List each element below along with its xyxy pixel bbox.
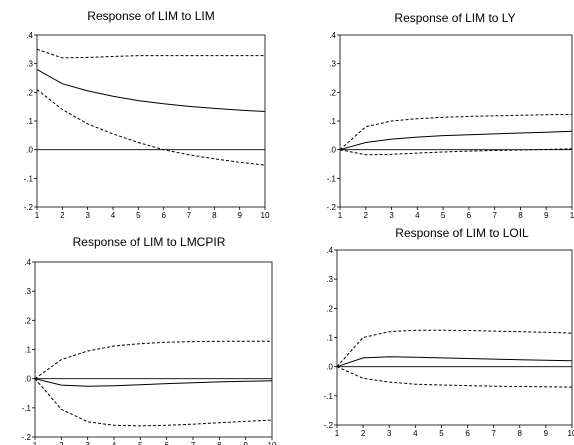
- y-tick-label: .1: [329, 117, 336, 126]
- panel-lim-to-ly: Response of LIM to LY .4.3.2.1.0-.1-.21 2…: [327, 11, 574, 220]
- y-tick-label: .4: [326, 246, 333, 255]
- x-tick-label: 2: [59, 441, 64, 445]
- lower-band-line: [336, 366, 573, 388]
- panel-lim-to-lmcpir: Response of LIM to LMCPIR .4 .3 .2 .1 .0 -.1 -…: [22, 235, 277, 445]
- plot-frame: [336, 249, 573, 426]
- y-tick-label: -.1: [24, 174, 34, 183]
- x-tick-label: 1: [35, 211, 40, 220]
- chart-title: Response of LIM to LIM: [87, 9, 214, 23]
- chart-title: Response of LIM to LY: [394, 11, 515, 25]
- y-tick-label: .1: [26, 117, 33, 126]
- panel-lim-to-loil: Response of LIM to LOIL .4 .3 .2 .1 .0 -.1 -.2…: [324, 226, 574, 438]
- x-tick-label: 6: [161, 211, 166, 220]
- y-tick-label: .1: [326, 334, 333, 343]
- response-line: [339, 130, 573, 151]
- x-tick-label: 4: [415, 211, 420, 220]
- y-tick-label: .4: [26, 31, 33, 40]
- y-tick-label: .0: [26, 146, 33, 155]
- x-tick-label: 9: [544, 211, 549, 220]
- x-tick-label: 1: [335, 429, 340, 438]
- y-tick-label: -.2: [324, 421, 334, 430]
- upper-band-line: [34, 340, 272, 380]
- x-tick-label: 8: [518, 211, 523, 220]
- x-tick-label: 2: [361, 429, 366, 438]
- x-tick-label: 7: [492, 211, 497, 220]
- upper-band-line: [36, 48, 265, 59]
- x-tick-label: 1: [338, 211, 343, 220]
- x-tick-label: 1: [33, 441, 38, 445]
- y-tick-label: .3: [26, 60, 33, 69]
- response-line: [36, 68, 266, 112]
- y-tick-label: .0: [329, 146, 336, 155]
- lower-band-line: [339, 148, 573, 156]
- x-tick-label: 3: [85, 211, 90, 220]
- y-tick-label: .4: [329, 31, 336, 40]
- y-tick-label: .2: [24, 316, 31, 325]
- x-tick-label: 3: [389, 211, 394, 220]
- y-tick-label: .2: [326, 304, 333, 313]
- x-tick-label: 5: [441, 211, 446, 220]
- response-line: [34, 378, 273, 387]
- y-tick-label: .0: [326, 363, 333, 372]
- x-tick-label: 1: [570, 211, 574, 220]
- y-tick-label: -.1: [324, 392, 334, 401]
- x-tick-label: 4: [111, 211, 116, 220]
- y-tick-label: .1: [24, 346, 31, 355]
- x-tick-label: 3: [387, 429, 392, 438]
- y-tick-label: .2: [26, 88, 33, 97]
- lower-band-line: [34, 378, 273, 427]
- x-tick-label: 10: [261, 211, 270, 220]
- x-tick-label: 10: [268, 441, 277, 445]
- x-tick-label: 5: [136, 211, 141, 220]
- x-tick-label: 5: [138, 441, 143, 445]
- panel-lim-to-lim: Response of LIM to LIM .4.3.2.1.0-.1-.21…: [24, 9, 270, 220]
- x-tick-label: 6: [467, 211, 472, 220]
- x-tick-label: 8: [212, 211, 217, 220]
- chart-title: Response of LIM to LOIL: [395, 226, 529, 240]
- y-tick-label: .0: [24, 375, 31, 384]
- upper-band-line: [336, 329, 573, 368]
- x-tick-label: 8: [217, 441, 222, 445]
- x-tick-label: 10: [568, 429, 574, 438]
- plot-frame: [36, 34, 266, 208]
- plot-frame: [339, 34, 573, 208]
- y-tick-label: -.2: [22, 433, 32, 442]
- x-tick-label: 4: [413, 429, 418, 438]
- y-tick-label: .3: [326, 275, 333, 284]
- y-tick-label: -.2: [327, 203, 337, 212]
- x-tick-label: 2: [60, 211, 65, 220]
- x-tick-label: 9: [243, 441, 248, 445]
- y-tick-label: -.2: [24, 203, 34, 212]
- y-tick-label: .3: [24, 287, 31, 296]
- response-line: [336, 356, 573, 368]
- x-tick-label: 2: [364, 211, 369, 220]
- chart-title: Response of LIM to LMCPIR: [73, 235, 226, 249]
- x-tick-label: 6: [465, 429, 470, 438]
- x-tick-label: 8: [518, 429, 523, 438]
- x-tick-label: 7: [191, 441, 196, 445]
- lower-band-line: [36, 89, 266, 166]
- x-tick-label: 9: [237, 211, 242, 220]
- y-tick-label: .4: [24, 258, 31, 267]
- y-tick-label: .2: [329, 88, 336, 97]
- x-tick-label: 7: [491, 429, 496, 438]
- x-tick-label: 6: [164, 441, 169, 445]
- y-tick-label: -.1: [22, 404, 32, 413]
- plot-frame: [34, 261, 273, 438]
- y-tick-label: -.1: [327, 174, 337, 183]
- x-tick-label: 4: [112, 441, 117, 445]
- x-tick-label: 3: [85, 441, 90, 445]
- x-tick-label: 9: [544, 429, 549, 438]
- upper-band-line: [339, 113, 573, 151]
- x-tick-label: 7: [187, 211, 192, 220]
- x-tick-label: 5: [439, 429, 444, 438]
- y-tick-label: .3: [329, 60, 336, 69]
